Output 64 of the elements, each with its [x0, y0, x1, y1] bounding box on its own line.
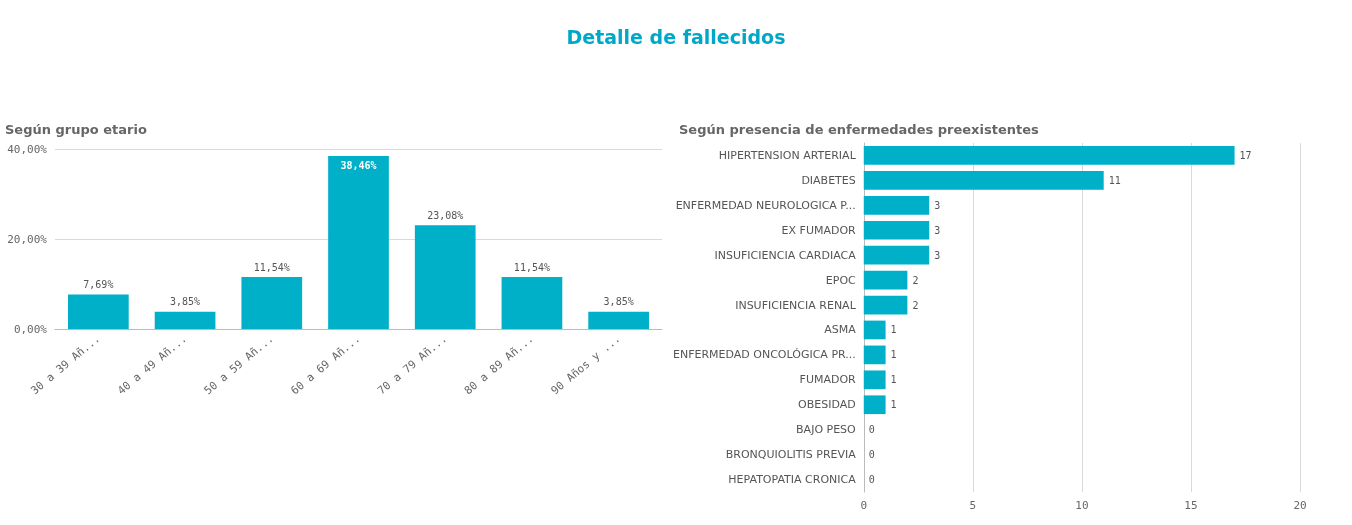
bar: [863, 146, 1235, 165]
y-tick-label: ENFERMEDAD NEUROLOGICA P...: [675, 198, 856, 212]
bar: [241, 277, 303, 329]
bar: [588, 311, 649, 329]
y-tick-label: 20,00%: [7, 232, 48, 246]
y-tick-label: 0,00%: [13, 322, 48, 336]
data-label: 2: [912, 299, 919, 311]
y-tick-label: 40,00%: [7, 142, 48, 156]
x-tick-label: 10: [1075, 499, 1089, 512]
bar: [863, 195, 930, 215]
bar: [154, 311, 216, 329]
bar: [863, 220, 930, 240]
y-tick-label: OBESIDAD: [798, 398, 856, 412]
bar: [68, 294, 129, 329]
x-tick-label: 0: [860, 499, 868, 512]
bar: [501, 277, 563, 329]
data-label: 1: [890, 324, 897, 336]
y-tick-label: ENFERMEDAD ONCOLÓGICA PR...: [672, 348, 856, 362]
data-label: 0: [868, 424, 875, 436]
chart-title: Detalle de fallecidos: [565, 26, 787, 48]
data-label: 3,85%: [603, 296, 634, 308]
y-tick-label: BRONQUIOLITIS PREVIA: [725, 448, 857, 462]
y-tick-label: INSUFICIENCIA CARDIACA: [714, 248, 857, 262]
data-label: 11: [1108, 174, 1121, 186]
data-label: 1: [890, 399, 897, 411]
y-tick-label: DIABETES: [801, 173, 856, 187]
data-label: 0: [868, 474, 875, 486]
chart-title: Según presencia de enfermedades preexistentes: [679, 122, 1039, 137]
y-tick-label: HIPERTENSION ARTERIAL: [718, 148, 857, 162]
data-label: 7,69%: [83, 278, 114, 290]
data-label: 1: [890, 374, 897, 386]
data-label: 23,08%: [427, 209, 464, 221]
bar: [863, 245, 930, 265]
y-tick-label: BAJO PESO: [796, 423, 857, 437]
data-label: 3: [934, 224, 941, 236]
chart-subtitle: Según grupo etario: [5, 122, 147, 137]
data-label: 38,46%: [340, 160, 377, 172]
bar: [863, 320, 886, 340]
data-label: 11,54%: [513, 261, 550, 273]
x-tick-label: 5: [969, 499, 977, 512]
y-tick-label: INSUFICIENCIA RENAL: [735, 298, 857, 312]
x-tick-label: 20: [1293, 499, 1307, 512]
y-tick-label: HEPATOPATIA CRONICA: [728, 473, 857, 487]
data-label: 17: [1239, 149, 1252, 161]
bar: [863, 270, 908, 290]
y-tick-label: ASMA: [824, 323, 857, 337]
bar: [863, 370, 886, 390]
bar: [863, 295, 908, 315]
data-label: 3: [934, 199, 941, 211]
data-label: 3,85%: [170, 296, 201, 308]
bar: [414, 225, 476, 329]
data-label: 0: [868, 449, 875, 461]
y-tick-label: EX FUMADOR: [781, 223, 857, 237]
bar: [328, 155, 389, 329]
y-tick-label: FUMADOR: [799, 373, 857, 387]
x-tick-label: 15: [1184, 499, 1198, 512]
data-label: 2: [912, 274, 919, 286]
data-label: 1: [890, 349, 897, 361]
bar: [863, 171, 1104, 190]
data-label: 11,54%: [253, 261, 290, 273]
y-tick-label: EPOC: [825, 273, 857, 287]
bar: [863, 395, 886, 415]
bar: [863, 345, 886, 365]
data-label: 3: [934, 249, 941, 261]
